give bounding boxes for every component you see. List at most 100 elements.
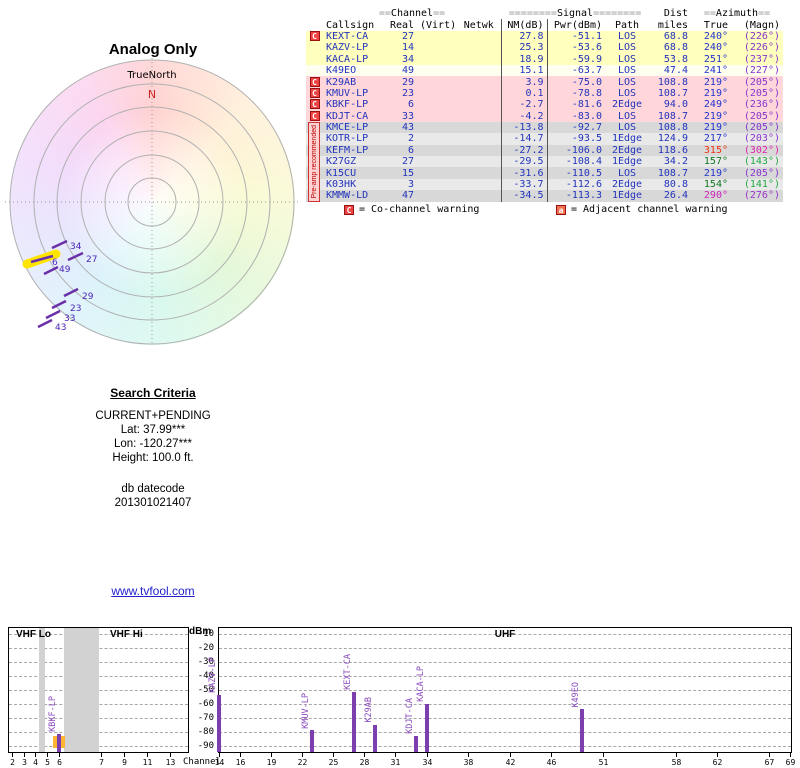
channel-tick bbox=[24, 753, 25, 757]
station-marker-label: 43 bbox=[55, 323, 66, 333]
channel-tick bbox=[790, 753, 791, 757]
tvfool-link[interactable]: www.tvfool.com bbox=[111, 584, 195, 598]
table-row: K15CU 15 -31.6 -110.5 LOS 108.7 219° (205°) bbox=[306, 167, 783, 179]
station-table: ==Channel== ========Signal======== Dist ==A… bbox=[306, 8, 784, 202]
group-header-deco: == bbox=[378, 8, 391, 20]
channel-tick-label: 31 bbox=[390, 758, 401, 767]
signal-bar-label: KDJT-CA bbox=[405, 698, 415, 735]
station-marker bbox=[63, 287, 79, 298]
table-row: C KBKF-LP 6 -2.7 -81.6 2Edge 94.0 249° (236°) bbox=[306, 99, 783, 111]
co-channel-warning-box: C bbox=[309, 87, 320, 98]
channel-tick bbox=[170, 753, 171, 757]
preamp-note-text: Pre-amp recommended bbox=[310, 125, 318, 199]
channel-tick bbox=[240, 753, 241, 757]
signal-bar-label: K49EO bbox=[571, 681, 581, 708]
station-marker bbox=[67, 251, 84, 262]
signal-bar-label: KEXT-CA bbox=[343, 653, 353, 690]
uhf-panel bbox=[218, 627, 792, 753]
channel-tick-label: 46 bbox=[546, 758, 557, 767]
signal-bar bbox=[217, 695, 221, 752]
y-tick-label: -90 bbox=[197, 741, 214, 751]
signal-bar bbox=[414, 736, 418, 752]
channel-tick bbox=[124, 753, 125, 757]
station-marker bbox=[51, 239, 68, 250]
search-criteria-heading: Search Criteria bbox=[110, 386, 196, 400]
signal-bar bbox=[57, 734, 61, 752]
table-row: KMCE-LP 43 -13.8 -92.7 LOS 108.8 219° (205°) bbox=[306, 121, 783, 134]
station-marker-label: 49 bbox=[59, 265, 71, 275]
table-row: K49EO 49 15.1 -63.7 LOS 47.4 241° (227°) bbox=[306, 64, 783, 77]
channel-tick-label: 13 bbox=[165, 758, 176, 767]
signal-bar bbox=[580, 709, 584, 752]
channel-tick bbox=[468, 753, 469, 757]
station-marker bbox=[51, 299, 67, 310]
legend-co-channel: C = Co-channel warning bbox=[344, 204, 479, 215]
search-criteria-line: Lat: 37.99*** bbox=[120, 424, 186, 436]
channel-tick-label: 42 bbox=[505, 758, 516, 767]
channel-tick-label: 67 bbox=[764, 758, 775, 767]
co-channel-warning-box: C bbox=[309, 99, 320, 110]
channel-tick-label: 16 bbox=[235, 758, 246, 767]
group-header-deco: ======== bbox=[593, 8, 642, 20]
band-shade bbox=[64, 628, 99, 752]
group-header-label: Dist bbox=[663, 8, 688, 20]
station-marker bbox=[30, 254, 54, 264]
channel-tick-label: 69 bbox=[785, 758, 796, 767]
co-channel-warning-box: C bbox=[309, 30, 320, 41]
search-criteria-line: Lon: -120.27*** bbox=[113, 438, 192, 450]
table-row: KAZV-LP 14 25.3 -53.6 LOS 68.8 240° (226°) bbox=[306, 42, 783, 54]
channel-tick-label: 14 bbox=[214, 758, 225, 767]
channel-tick-label: 7 bbox=[99, 758, 104, 767]
channel-tick-label: 4 bbox=[33, 758, 38, 767]
station-table-grid: ==Channel== ========Signal======== Dist ==A… bbox=[306, 8, 783, 202]
channel-tick bbox=[302, 753, 303, 757]
channel-tick bbox=[717, 753, 718, 757]
station-marker-label: 29 bbox=[82, 292, 94, 302]
gridline bbox=[219, 704, 791, 705]
gridline bbox=[219, 662, 791, 663]
channel-tick-label: 51 bbox=[598, 758, 609, 767]
table-row: C KDJT-CA 33 -4.2 -83.0 LOS 108.7 219° (205°) bbox=[306, 110, 783, 122]
radar-title: Analog Only bbox=[108, 41, 198, 58]
channel-tick bbox=[35, 753, 36, 757]
channel-tick bbox=[333, 753, 334, 757]
search-criteria-line: Height: 100.0 ft. bbox=[112, 452, 194, 464]
band-label-vhf-hi: VHF Hi bbox=[110, 629, 143, 640]
y-tick-label: -10 bbox=[197, 629, 214, 639]
channel-tick bbox=[551, 753, 552, 757]
adjacent-channel-warning-label: = Adjacent channel warning bbox=[571, 204, 728, 215]
channel-tick bbox=[510, 753, 511, 757]
north-label: N bbox=[148, 88, 156, 101]
signal-bar bbox=[310, 730, 314, 752]
db-datecode-line: 201301021407 bbox=[114, 497, 192, 509]
signal-bar-label: KAZV-LP bbox=[208, 657, 218, 694]
db-datecode-line: db datecode bbox=[121, 483, 185, 495]
co-channel-warning-box: C bbox=[344, 204, 354, 215]
group-header-label: Signal bbox=[556, 8, 594, 20]
gridline bbox=[219, 746, 791, 747]
signal-bar-label: KACA-LP bbox=[416, 666, 426, 702]
table-row: C K29AB 29 3.9 -75.0 LOS 108.8 219° (205°) bbox=[306, 76, 783, 88]
adjacent-channel-warning-box: a bbox=[556, 204, 566, 215]
table-row: KEFM-LP 6 -27.2 -106.0 2Edge 118.6 315° (302°) bbox=[306, 144, 783, 157]
signal-bar-label: K29AB bbox=[364, 697, 374, 723]
channel-tick-label: 19 bbox=[266, 758, 277, 767]
gridline bbox=[219, 634, 791, 635]
y-tick-label: -20 bbox=[197, 643, 214, 653]
channel-tick bbox=[271, 753, 272, 757]
band-shade bbox=[39, 628, 45, 752]
group-header-deco: == bbox=[433, 8, 446, 20]
signal-strength-chart: -10 -20 -30 -40 -50 -60 -70 -80 -90 VHF Lo VHF Hi U… bbox=[0, 618, 800, 768]
channel-tick bbox=[364, 753, 365, 757]
table-row: C KEXT-CA 27 27.8 -51.1 LOS 68.8 240° (226°) bbox=[306, 30, 783, 43]
gridline bbox=[219, 676, 791, 677]
db-datecode-block: db datecode 201301021407 bbox=[0, 482, 306, 510]
legend-adjacent-channel: a = Adjacent channel warning bbox=[556, 204, 728, 215]
truenorth-label: TrueNorth bbox=[126, 70, 176, 81]
channel-tick-label: 6 bbox=[57, 758, 62, 767]
gridline bbox=[219, 690, 791, 691]
group-header-label: Azimuth bbox=[715, 8, 759, 20]
station-marker-label: 27 bbox=[86, 255, 97, 265]
